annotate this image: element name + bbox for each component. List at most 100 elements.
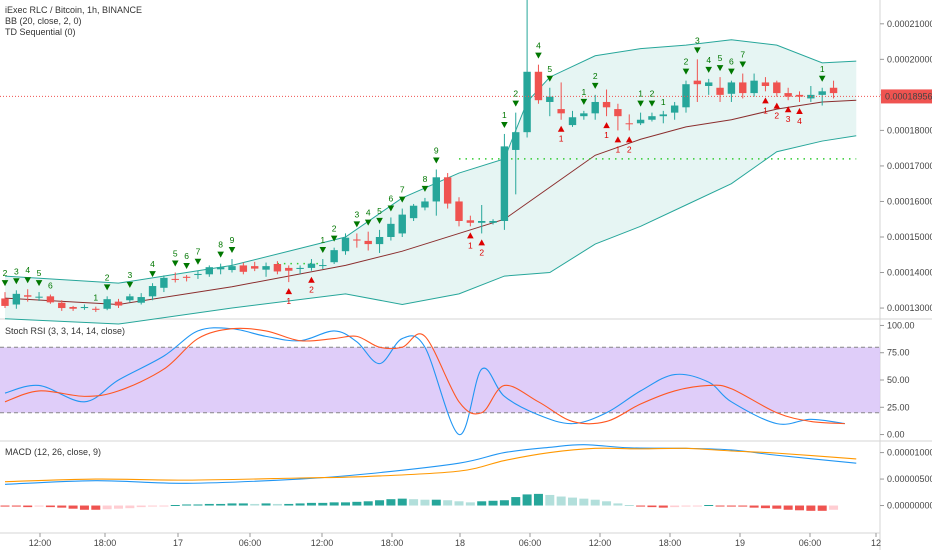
macd-histogram-bar [250,503,260,506]
macd-histogram-bar [533,493,543,506]
candle-body [568,117,577,126]
td-sell-setup-marker [13,278,20,285]
td-buy-setup-marker [784,106,792,113]
macd-histogram-bar [386,499,396,506]
td-buy-setup-marker [796,107,803,114]
macd-histogram-bar [670,505,680,508]
td-count-label: 2 [513,89,518,99]
macd-histogram-bar [352,501,362,506]
price-axis-label: 0.00016000 [887,196,932,206]
macd-histogram-bar [454,501,464,506]
macd-histogram-bar [306,502,316,506]
time-axis-label: 12 [871,538,881,548]
td-sell-setup-marker [319,247,327,254]
candle-body [251,266,259,269]
td-buy-setup-marker [603,122,610,129]
candle-body [46,296,55,303]
price-axis-label: 0.00021000 [887,19,932,29]
macd-histogram-bar [636,505,646,507]
bollinger-band-fill [5,39,857,325]
time-axis-label: 19 [735,538,745,548]
macd-histogram-bar [397,498,407,506]
candle-body [636,119,645,124]
macd-histogram-bar [499,500,509,506]
candle-body [829,87,838,94]
time-axis-label: 12:00 [29,538,52,548]
macd-histogram-bar [91,505,101,510]
candle-body [466,220,475,223]
candle-body [670,105,679,113]
macd-histogram-bar [795,505,804,511]
macd-histogram-bar [204,503,214,506]
macd-axis-label: 0.00001000 [887,448,932,458]
candle-body [580,113,588,117]
td-count-label: 5 [718,53,723,63]
td-count-label: 1 [616,144,621,154]
td-count-label: 4 [536,41,541,51]
td-sell-setup-marker [546,75,554,82]
td-count-label: 3 [127,270,132,280]
td-sell-setup-marker [433,157,440,164]
td-sell-setup-marker [1,280,9,287]
candle-body [761,82,770,86]
time-axis-label: 06:00 [799,538,822,548]
time-axis-label: 12:00 [311,538,334,548]
candle-body [478,221,486,223]
td-count-label: 2 [479,247,484,257]
stoch-k-line [4,327,845,436]
macd-histogram-bar [148,505,158,507]
td-count-label: 3 [354,209,359,219]
stoch-d-line [4,327,845,425]
candle-body [614,109,622,117]
td-sell-setup-marker [535,52,542,59]
macd-histogram-bar [284,503,294,506]
macd-histogram-bar [193,504,203,506]
macd-histogram-bar [272,503,282,506]
time-axis-label: 06:00 [239,538,262,548]
candle-body [307,263,316,268]
td-count-label: 1 [559,134,564,144]
candle-body [546,96,554,102]
candle-body [58,302,66,309]
macd-histogram-bar [261,503,271,506]
td-buy-setup-marker [285,288,293,295]
macd-histogram-bar [227,503,237,506]
td-buy-setup-marker [762,97,769,104]
macd-histogram-bar [11,505,21,507]
td-count-label: 5 [173,249,178,259]
td-sell-setup-marker [364,219,372,226]
candle-body [364,240,372,245]
td-count-label: 5 [547,64,552,74]
td-count-label: 2 [332,224,337,234]
candle-body [739,82,747,94]
candle-body [262,266,270,270]
candle-body [216,267,225,270]
td-sell-setup-marker [171,260,179,267]
candle-body [296,267,304,269]
td-count-label: 1 [286,296,291,306]
macd-histogram-bar [125,505,135,509]
td-count-label: 4 [797,116,802,126]
td-count-label: 1 [320,235,325,245]
candle-body [421,201,429,208]
td-count-label: 2 [309,285,314,295]
last-price-label: 0.00018956 [885,91,932,101]
td-sell-setup-marker [330,235,338,242]
stoch-axis-label: 100.00 [887,320,915,330]
candle-body [69,306,77,309]
macd-histogram-bar [465,502,475,506]
td-sell-setup-marker [35,280,43,287]
macd-histogram-bar [57,505,67,508]
macd-histogram-bar [624,505,634,506]
candle-body [35,296,43,298]
candle-body [353,239,361,241]
td-count-label: 7 [196,247,201,257]
td-count-label: 1 [763,105,768,115]
macd-histogram-bar [409,499,419,506]
td-sell-setup-marker [716,65,724,72]
candle-body [171,278,179,280]
time-axis-label: 12:00 [589,538,612,548]
macd-histogram-bar [170,505,180,506]
td-count-label: 1 [638,89,643,99]
